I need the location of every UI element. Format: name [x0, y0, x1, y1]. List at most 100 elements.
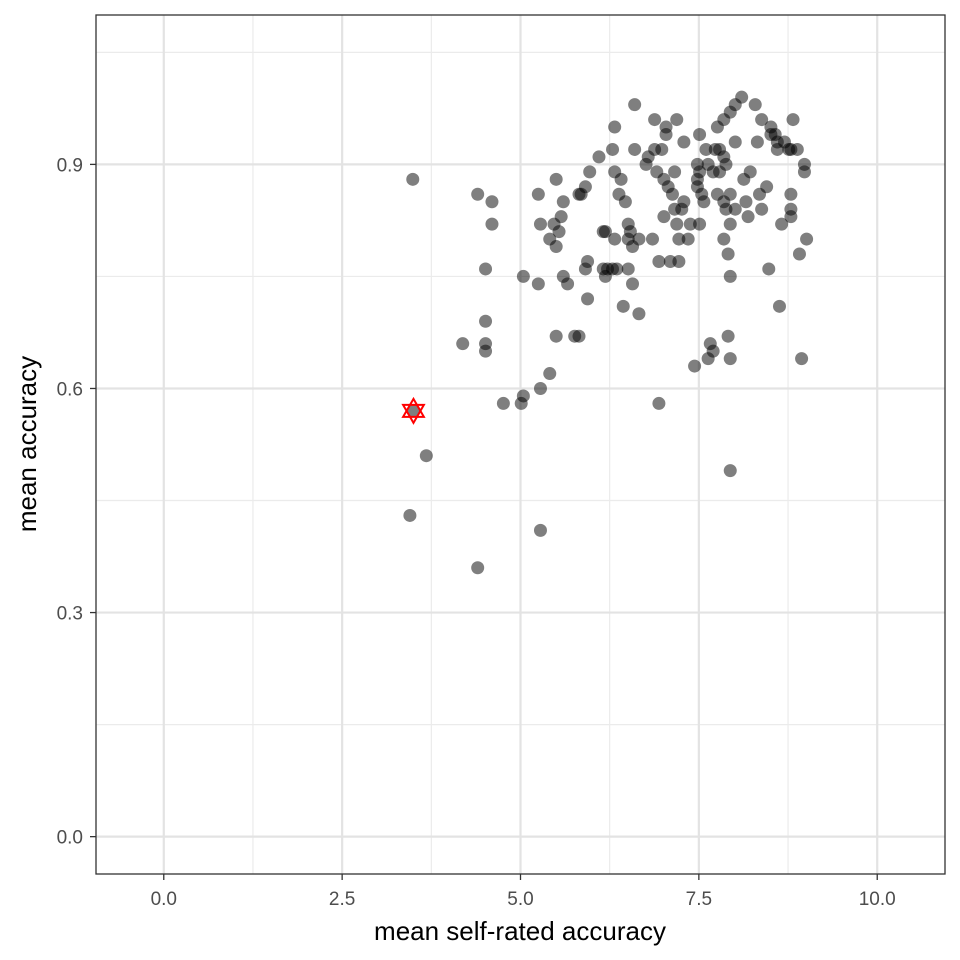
data-point — [583, 165, 597, 179]
data-point — [775, 217, 789, 231]
data-point — [677, 195, 691, 209]
data-point — [496, 396, 510, 410]
data-point — [572, 329, 586, 343]
data-point — [614, 172, 628, 186]
data-point — [648, 113, 662, 127]
data-point — [670, 217, 684, 231]
data-point — [735, 90, 749, 104]
highlight-star-triangle — [401, 396, 426, 418]
data-point — [683, 217, 697, 231]
data-point — [608, 120, 622, 134]
data-point — [693, 217, 707, 231]
y-axis-title: mean accuracy — [12, 356, 42, 532]
data-point — [628, 142, 642, 156]
data-point — [743, 165, 757, 179]
x-axis-ticks: 0.0 2.5 5.0 7.5 10.0 — [151, 874, 896, 910]
data-point — [479, 262, 493, 276]
data-point — [632, 232, 646, 246]
data-point — [681, 232, 695, 246]
data-point — [665, 187, 679, 201]
data-point — [719, 202, 733, 216]
data-point — [533, 381, 547, 395]
data-point — [531, 187, 545, 201]
x-tick-label: 5.0 — [507, 889, 533, 910]
x-tick-label: 10.0 — [859, 889, 896, 910]
x-tick-label: 0.0 — [151, 889, 177, 910]
data-point — [621, 262, 635, 276]
data-point — [693, 128, 707, 142]
y-tick-label: 0.9 — [57, 155, 83, 176]
data-point — [554, 210, 568, 224]
highlight-points — [401, 396, 426, 425]
data-point — [479, 314, 493, 328]
data-point — [543, 367, 557, 381]
data-point — [723, 187, 737, 201]
data-point — [790, 142, 804, 156]
data-point — [784, 187, 798, 201]
data-point — [723, 269, 737, 283]
y-axis-ticks: 0.0 0.3 0.6 0.9 — [57, 155, 96, 849]
data-point — [721, 247, 735, 261]
y-tick-label: 0.3 — [57, 604, 83, 625]
data-point — [628, 98, 642, 112]
y-tick-label: 0.6 — [57, 379, 83, 400]
data-point — [728, 135, 742, 149]
data-point — [645, 232, 659, 246]
data-point — [516, 269, 530, 283]
data-point — [419, 449, 433, 463]
data-point — [672, 232, 686, 246]
data-point — [657, 210, 671, 224]
highlight-star-triangle — [401, 403, 426, 425]
data-point — [797, 157, 811, 171]
data-point — [581, 254, 595, 268]
data-point — [406, 172, 420, 186]
data-point — [693, 165, 707, 179]
data-point — [800, 232, 814, 246]
data-point — [626, 277, 640, 291]
data-point — [606, 142, 620, 156]
data-point — [688, 359, 702, 373]
data-point — [741, 210, 755, 224]
data-point — [795, 352, 809, 366]
data-point — [549, 172, 563, 186]
y-tick-label: 0.0 — [57, 828, 83, 849]
data-point — [533, 523, 547, 537]
data-point — [578, 180, 592, 194]
data-point — [728, 202, 742, 216]
data-point — [672, 254, 686, 268]
x-axis-title: mean self-rated accuracy — [374, 916, 666, 946]
data-point — [598, 225, 612, 239]
data-point — [556, 195, 570, 209]
data-point — [652, 254, 666, 268]
data-point — [760, 180, 774, 194]
data-point — [471, 561, 485, 575]
data-point — [755, 202, 769, 216]
data-point — [659, 120, 673, 134]
data-point — [561, 277, 575, 291]
data-point — [549, 240, 563, 254]
data-point — [618, 195, 632, 209]
data-point — [581, 292, 595, 306]
data-point — [533, 217, 547, 231]
data-point — [652, 396, 666, 410]
data-point — [623, 225, 637, 239]
data-point — [471, 187, 485, 201]
data-point — [721, 329, 735, 343]
data-point — [616, 299, 630, 313]
highlighted-data-point — [406, 404, 420, 418]
x-tick-label: 2.5 — [329, 889, 355, 910]
data-point — [723, 352, 737, 366]
data-point — [668, 165, 682, 179]
data-point — [485, 195, 499, 209]
data-point — [717, 232, 731, 246]
data-point — [697, 195, 711, 209]
data-point — [456, 337, 470, 351]
data-point — [670, 113, 684, 127]
data-point — [485, 217, 499, 231]
data-point — [792, 247, 806, 261]
data-point — [772, 299, 786, 313]
data-point — [748, 98, 762, 112]
data-point — [608, 232, 622, 246]
data-point — [403, 508, 417, 522]
